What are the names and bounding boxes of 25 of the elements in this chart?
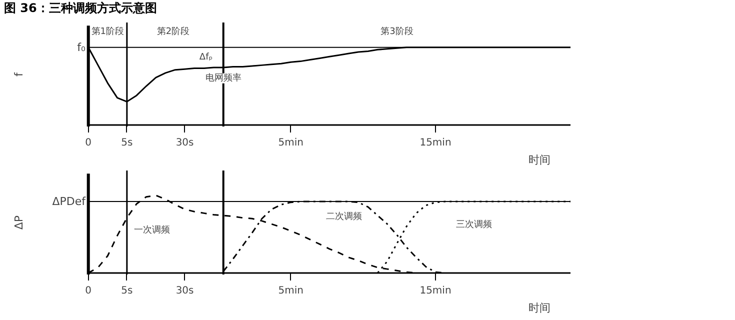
annotation: 二次调频 bbox=[326, 211, 362, 222]
annotation: Δfₚ bbox=[199, 52, 213, 62]
x-tick-label: 5s bbox=[121, 138, 133, 148]
x-tick-label: 5min bbox=[278, 138, 304, 148]
y-axis-title: f bbox=[12, 71, 26, 76]
x-tick-label: 0 bbox=[85, 286, 92, 296]
annotation: 一次调频 bbox=[134, 224, 170, 236]
text: 第2阶段 bbox=[156, 26, 190, 37]
x-axis-title: 时间 bbox=[528, 302, 550, 314]
annotation: 三次调频 bbox=[456, 218, 492, 230]
text: 第3阶段 bbox=[380, 26, 414, 37]
text: 第1阶段 bbox=[91, 26, 124, 37]
x-tick-label: 0 bbox=[85, 138, 92, 148]
annotation: 电网频率 bbox=[205, 72, 242, 84]
y-axis-title: ΔP bbox=[12, 215, 26, 230]
x-tick-label: 15min bbox=[420, 138, 452, 148]
x-tick-label: 5s bbox=[121, 286, 133, 296]
x-tick-label: 30s bbox=[176, 138, 194, 148]
ref-line-label: f₀ bbox=[77, 40, 86, 54]
x-tick-label: 5min bbox=[278, 286, 304, 296]
ref-line-label: ΔPDef bbox=[52, 195, 87, 208]
x-tick-label: 15min bbox=[420, 286, 452, 296]
chart-title: 图 36：三种调频方式示意图 bbox=[4, 1, 157, 15]
x-tick-label: 30s bbox=[176, 286, 194, 296]
x-axis-title: 时间 bbox=[528, 154, 550, 166]
